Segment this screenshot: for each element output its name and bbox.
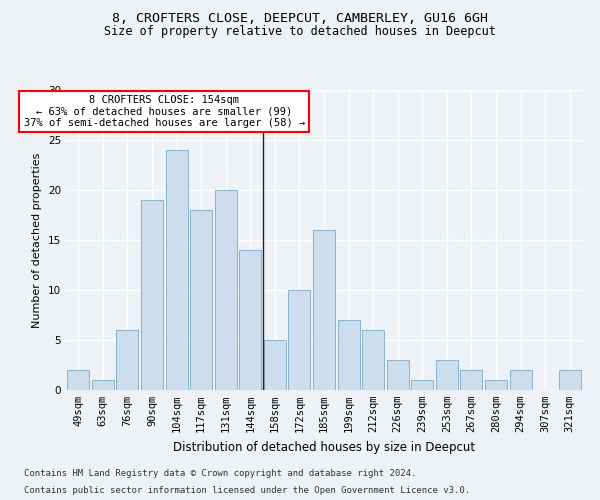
Bar — [166, 150, 188, 390]
Text: Contains HM Land Registry data © Crown copyright and database right 2024.: Contains HM Land Registry data © Crown c… — [24, 468, 416, 477]
Bar — [559, 370, 581, 390]
Bar — [116, 330, 139, 390]
Bar — [141, 200, 163, 390]
X-axis label: Distribution of detached houses by size in Deepcut: Distribution of detached houses by size … — [173, 440, 475, 454]
Bar — [289, 290, 310, 390]
Bar — [264, 340, 286, 390]
Bar — [436, 360, 458, 390]
Bar — [92, 380, 114, 390]
Y-axis label: Number of detached properties: Number of detached properties — [32, 152, 43, 328]
Bar — [509, 370, 532, 390]
Bar — [460, 370, 482, 390]
Bar — [215, 190, 237, 390]
Bar — [67, 370, 89, 390]
Bar — [386, 360, 409, 390]
Text: 8 CROFTERS CLOSE: 154sqm
← 63% of detached houses are smaller (99)
37% of semi-d: 8 CROFTERS CLOSE: 154sqm ← 63% of detach… — [23, 95, 305, 128]
Bar — [313, 230, 335, 390]
Text: Contains public sector information licensed under the Open Government Licence v3: Contains public sector information licen… — [24, 486, 470, 495]
Bar — [190, 210, 212, 390]
Bar — [338, 320, 359, 390]
Bar — [239, 250, 262, 390]
Bar — [485, 380, 507, 390]
Bar — [362, 330, 384, 390]
Text: Size of property relative to detached houses in Deepcut: Size of property relative to detached ho… — [104, 25, 496, 38]
Text: 8, CROFTERS CLOSE, DEEPCUT, CAMBERLEY, GU16 6GH: 8, CROFTERS CLOSE, DEEPCUT, CAMBERLEY, G… — [112, 12, 488, 26]
Bar — [411, 380, 433, 390]
